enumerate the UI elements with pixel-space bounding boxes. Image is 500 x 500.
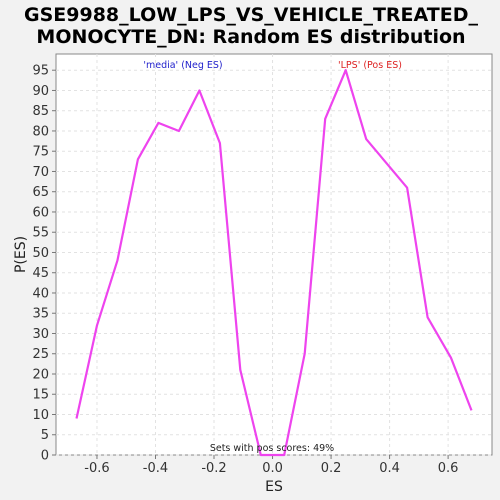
neg-es-label: 'media' (Neg ES) xyxy=(143,60,222,71)
y-tick-label: 95 xyxy=(32,64,49,79)
y-tick-label: 10 xyxy=(32,408,49,423)
y-tick-label: 35 xyxy=(32,307,49,322)
y-axis-label: P(ES) xyxy=(13,236,29,273)
x-tick-label: 0.4 xyxy=(379,461,400,476)
x-tick-label: -0.2 xyxy=(201,461,226,476)
x-tick-label: 0.2 xyxy=(321,461,342,476)
y-tick-label: 90 xyxy=(32,84,49,99)
x-tick-label: -0.4 xyxy=(143,461,168,476)
x-axis-label: ES xyxy=(265,479,283,495)
y-tick-label: 20 xyxy=(32,367,49,382)
y-tick-label: 40 xyxy=(32,286,49,301)
x-tick-label: 0.6 xyxy=(438,461,459,476)
y-tick-label: 45 xyxy=(32,266,49,281)
y-tick-label: 70 xyxy=(32,165,49,180)
x-tick-label: -0.6 xyxy=(84,461,109,476)
y-tick-label: 80 xyxy=(32,124,49,139)
y-tick-label: 60 xyxy=(32,205,49,220)
y-tick-label: 15 xyxy=(32,388,49,403)
y-tick-label: 30 xyxy=(32,327,49,342)
y-tick-label: 0 xyxy=(41,449,49,464)
pos-es-label: 'LPS' (Pos ES) xyxy=(338,60,402,71)
axis-ticks: 0 5 10 15 20 25 30 35 40 45 50 55 60 65 70 75 80 85 90 95 -0… xyxy=(32,64,458,476)
y-tick-label: 75 xyxy=(32,145,49,160)
series-group xyxy=(75,69,473,457)
y-tick-label: 65 xyxy=(32,185,49,200)
y-tick-label: 85 xyxy=(32,104,49,119)
x-tick-label: 0.0 xyxy=(262,461,283,476)
y-tick-label: 5 xyxy=(41,428,49,443)
plot-area xyxy=(55,53,493,456)
pos-scores-footer: Sets with pos scores: 49% xyxy=(210,443,334,454)
chart-title-line-1: GSE9988_LOW_LPS_VS_VEHICLE_TREATED_ xyxy=(24,4,478,26)
chart-title-line-2: MONOCYTE_DN: Random ES distribution xyxy=(36,26,465,48)
grid-lines xyxy=(56,54,492,456)
y-tick-label: 50 xyxy=(32,246,49,261)
y-tick-label: 25 xyxy=(32,347,49,362)
series-line xyxy=(75,69,473,457)
y-tick-label: 55 xyxy=(32,226,49,241)
